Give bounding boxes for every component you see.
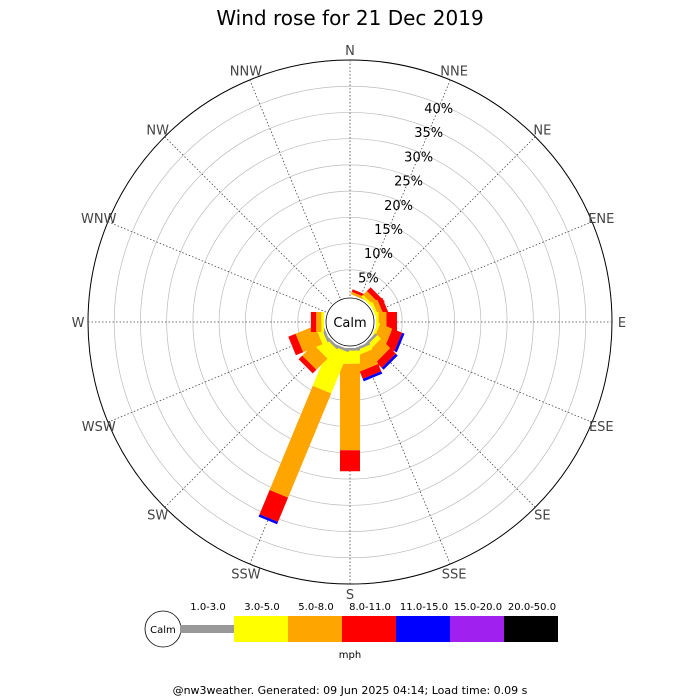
calm-center: Calm	[325, 297, 375, 347]
legend-label-11.0-15.0: 11.0-15.0	[400, 602, 448, 613]
bar-e-8.0-11.0	[386, 312, 397, 332]
calm-label: Calm	[333, 316, 366, 331]
direction-label-ne: NE	[533, 124, 551, 139]
bar-ese-11.0-15.0	[394, 332, 405, 353]
labels-layer: N NNE NE ENE E ESE SE SSE S SSW SW WSW W WNW NW NNW 5% 10…	[72, 44, 627, 603]
grid-ring	[113, 85, 587, 559]
bar-w-5.0-8.0	[316, 312, 322, 332]
legend-label-20.0-50.0: 20.0-50.0	[508, 602, 556, 613]
direction-label-nw: NW	[146, 124, 169, 139]
direction-label-sw: SW	[147, 508, 168, 523]
legend-swatch-5.0-8.0	[288, 616, 342, 642]
bar-wsw-5.0-8.0	[295, 325, 323, 353]
radial-tick-label: 25%	[394, 175, 423, 190]
legend-swatch-11.0-15.0	[396, 616, 450, 642]
legend: Calm 1.0-3.0 3.0-5.0 5.0-8.0 8.0-11.0 11.0-15…	[144, 602, 558, 661]
grid-spoke	[107, 331, 327, 423]
footer-text: @nw3weather. Generated: 09 Jun 2025 04:1…	[172, 684, 528, 697]
bar-w-3.0-5.0	[321, 312, 324, 332]
radial-tick-label: 40%	[424, 102, 453, 117]
grid-spoke	[373, 221, 593, 313]
direction-label-ene: ENE	[588, 212, 614, 227]
direction-label-nnw: NNW	[230, 65, 262, 80]
grid-spoke	[368, 136, 536, 304]
legend-label-5.0-8.0: 5.0-8.0	[298, 602, 333, 613]
radial-tick-label: 30%	[404, 150, 433, 165]
grid-ring	[140, 112, 560, 532]
legend-swatch-8.0-11.0	[342, 616, 396, 642]
direction-label-ese: ESE	[589, 420, 614, 435]
direction-label-wnw: WNW	[81, 212, 117, 227]
legend-calm-label: Calm	[150, 625, 176, 636]
bar-s-8.0-11.0	[340, 450, 360, 472]
bar-w-8.0-11.0	[310, 312, 317, 332]
radial-tick-label: 15%	[374, 223, 403, 238]
bar-ssw-3.0-5.0	[312, 344, 349, 394]
calm-circle	[325, 297, 375, 347]
direction-label-se: SE	[534, 508, 550, 523]
legend-label-8.0-11.0: 8.0-11.0	[349, 602, 391, 613]
legend-units-label: mph	[339, 650, 361, 661]
legend-swatch-3.0-5.0	[234, 616, 288, 642]
legend-swatch-1.0-3.0	[180, 625, 234, 633]
legend-label-3.0-5.0: 3.0-5.0	[244, 602, 279, 613]
grid-layer	[87, 59, 613, 585]
bar-sse-11.0-15.0	[362, 371, 383, 382]
bar-s-5.0-8.0	[340, 363, 360, 451]
direction-label-e: E	[618, 316, 626, 331]
direction-label-ssw: SSW	[231, 567, 261, 582]
bar-se-11.0-15.0	[381, 353, 398, 370]
direction-label-sse: SSE	[442, 567, 467, 582]
bar-ese-8.0-11.0	[384, 328, 403, 352]
grid-spoke	[164, 136, 332, 304]
legend-swatch-15.0-20.0	[450, 616, 504, 642]
bar-se-8.0-11.0	[376, 348, 396, 368]
chart-title: Wind rose for 21 Dec 2019	[216, 6, 484, 30]
grid-spoke	[368, 340, 536, 508]
grid-spoke	[107, 221, 327, 313]
grid-ring	[166, 138, 534, 506]
bar-sw-5.0-8.0	[302, 344, 328, 370]
grid-spoke	[249, 79, 341, 299]
bar-ssw-11.0-15.0	[258, 514, 279, 525]
direction-label-n: N	[345, 44, 355, 59]
legend-swatch-20.0-50.0	[504, 616, 558, 642]
direction-label-w: W	[72, 316, 85, 331]
bars-layer	[258, 287, 405, 525]
radial-tick-label: 20%	[384, 199, 413, 214]
direction-label-wsw: WSW	[82, 420, 116, 435]
grid-ring	[192, 164, 508, 480]
direction-label-s: S	[346, 588, 354, 603]
bar-sw-8.0-11.0	[298, 355, 317, 374]
legend-label-1.0-3.0: 1.0-3.0	[190, 602, 225, 613]
legend-label-15.0-20.0: 15.0-20.0	[454, 602, 502, 613]
direction-label-nne: NNE	[440, 65, 468, 80]
bar-wsw-8.0-11.0	[288, 333, 304, 356]
bar-sse-8.0-11.0	[359, 363, 382, 379]
grid-spoke	[164, 340, 332, 508]
radial-tick-label: 35%	[414, 126, 443, 141]
bar-ssw-5.0-8.0	[269, 385, 332, 498]
radial-tick-label: 5%	[358, 271, 379, 286]
grid-spoke	[359, 79, 451, 299]
grid-spoke	[373, 331, 593, 423]
bar-ssw-8.0-11.0	[259, 489, 289, 522]
radial-tick-label: 10%	[364, 247, 393, 262]
grid-spoke	[359, 345, 451, 565]
